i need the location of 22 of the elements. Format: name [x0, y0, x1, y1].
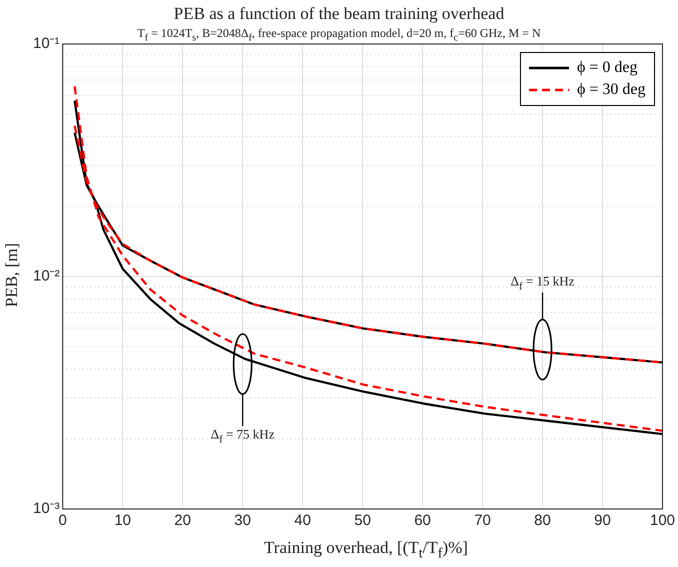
- text: T$_{f}$ = 1024T$_{s}$, B=2048Δ$_{f}$, free-space propagation model, d=20 m, f$_{c}$=60 GHz, M = N: [137, 26, 541, 44]
- annotation: Δ$_{f}$ = 75 kHz: [210, 426, 274, 446]
- x-tick-label: 0: [58, 512, 67, 530]
- x-tick-label: 20: [174, 512, 191, 530]
- annotation: Δ$_{f}$ = 15 kHz: [510, 273, 574, 292]
- x-tick-label: 100: [650, 512, 675, 530]
- x-tick-label: 60: [414, 512, 431, 530]
- x-tick-label: 30: [234, 512, 251, 530]
- x-tick-label: 10: [114, 512, 132, 530]
- x-tick-label: 40: [294, 512, 311, 530]
- x-tick-label: 80: [534, 512, 551, 530]
- y-tick-label: 10⁻³: [32, 500, 60, 518]
- legend-label: ϕ = 30 deg: [576, 81, 646, 99]
- x-tick-label: 70: [474, 512, 491, 530]
- x-tick-label: 50: [354, 512, 371, 530]
- y-axis-title: PEB, [m]: [2, 242, 22, 310]
- legend-label: ϕ = 0 deg: [576, 59, 638, 77]
- x-tick-label: 90: [594, 512, 611, 530]
- y-tick-label: 10⁻²: [32, 268, 60, 285]
- x-axis-title: Training overhead, [(T$_{t}$/T$_{f}$)%]: [263, 538, 469, 562]
- chart-title: PEB as a function of the beam training overhead: [172, 4, 506, 24]
- y-tick-label: 10⁻¹: [32, 35, 60, 52]
